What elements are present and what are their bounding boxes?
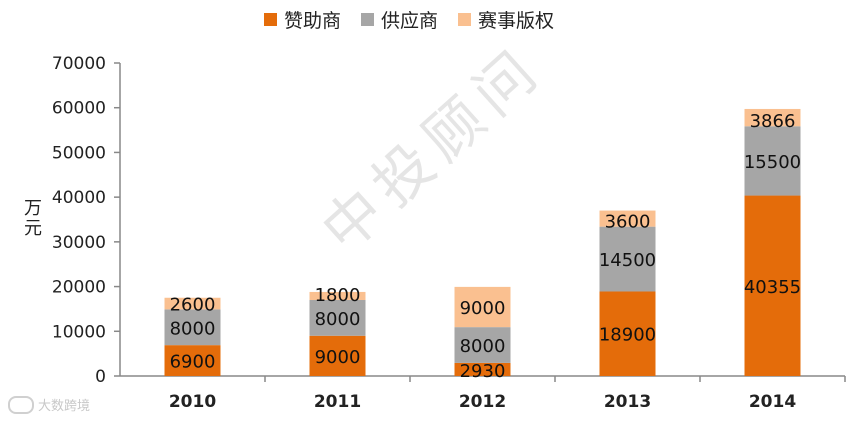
y-axis-label: 万元 <box>21 198 42 238</box>
data-label: 15500 <box>744 152 801 173</box>
data-label: 18900 <box>599 325 656 346</box>
y-tick-label: 60000 <box>52 99 106 119</box>
bar-segment <box>599 291 656 376</box>
legend-swatch-sponsor <box>264 13 277 26</box>
x-tick-label: 2011 <box>314 392 361 412</box>
data-label: 14500 <box>599 250 656 271</box>
y-tick-label: 40000 <box>52 188 106 208</box>
x-tick-label: 2014 <box>749 392 796 412</box>
legend: 赞助商 供应商 赛事版权 <box>264 6 554 33</box>
data-label: 3866 <box>750 111 796 132</box>
y-tick-label: 50000 <box>52 143 106 163</box>
bar-segment <box>454 362 511 376</box>
data-label: 40355 <box>744 277 801 298</box>
y-tick-label: 20000 <box>52 278 106 298</box>
data-label: 9000 <box>460 298 506 319</box>
legend-item-rights: 赛事版权 <box>458 6 554 33</box>
bar-segment <box>744 108 801 127</box>
bar-segment <box>599 226 656 292</box>
data-label: 9000 <box>315 347 361 368</box>
x-tick-label: 2010 <box>169 392 216 412</box>
x-tick-label: 2012 <box>459 392 506 412</box>
bar-segment <box>164 345 221 376</box>
legend-item-supplier: 供应商 <box>361 6 438 33</box>
data-label: 8000 <box>460 336 506 357</box>
y-tick-label: 0 <box>95 367 106 387</box>
bar-segment <box>599 210 656 227</box>
bar-segment <box>744 195 801 376</box>
legend-label-sponsor: 赞助商 <box>284 10 342 32</box>
data-label: 8000 <box>315 309 361 330</box>
x-tick-label: 2013 <box>604 392 651 412</box>
data-label: 2600 <box>170 294 216 315</box>
bar-segment <box>164 297 221 310</box>
legend-swatch-supplier <box>361 13 375 26</box>
y-tick-label: 70000 <box>52 54 106 74</box>
bar-segment <box>309 335 366 376</box>
bar-segment <box>744 126 801 196</box>
bar-segment <box>454 327 511 363</box>
bar-segment <box>164 309 221 346</box>
legend-item-sponsor: 赞助商 <box>264 6 341 33</box>
data-label: 6900 <box>170 352 216 373</box>
legend-label-supplier: 供应商 <box>381 10 439 32</box>
data-label: 8000 <box>170 318 216 339</box>
legend-swatch-rights <box>458 13 472 26</box>
data-label: 3600 <box>605 212 651 233</box>
brand-mark-icon <box>8 395 34 414</box>
data-label: 1800 <box>315 285 361 306</box>
brand-text: 大数跨境 <box>38 399 91 414</box>
bar-segment <box>454 286 511 328</box>
legend-label-rights: 赛事版权 <box>478 10 555 32</box>
bar-segment <box>309 299 366 336</box>
y-tick-label: 30000 <box>52 233 106 253</box>
y-tick-label: 10000 <box>52 322 106 342</box>
data-label: 2930 <box>460 361 506 382</box>
brand-logo: 大数跨境 <box>8 395 90 414</box>
bar-segment <box>309 291 366 300</box>
